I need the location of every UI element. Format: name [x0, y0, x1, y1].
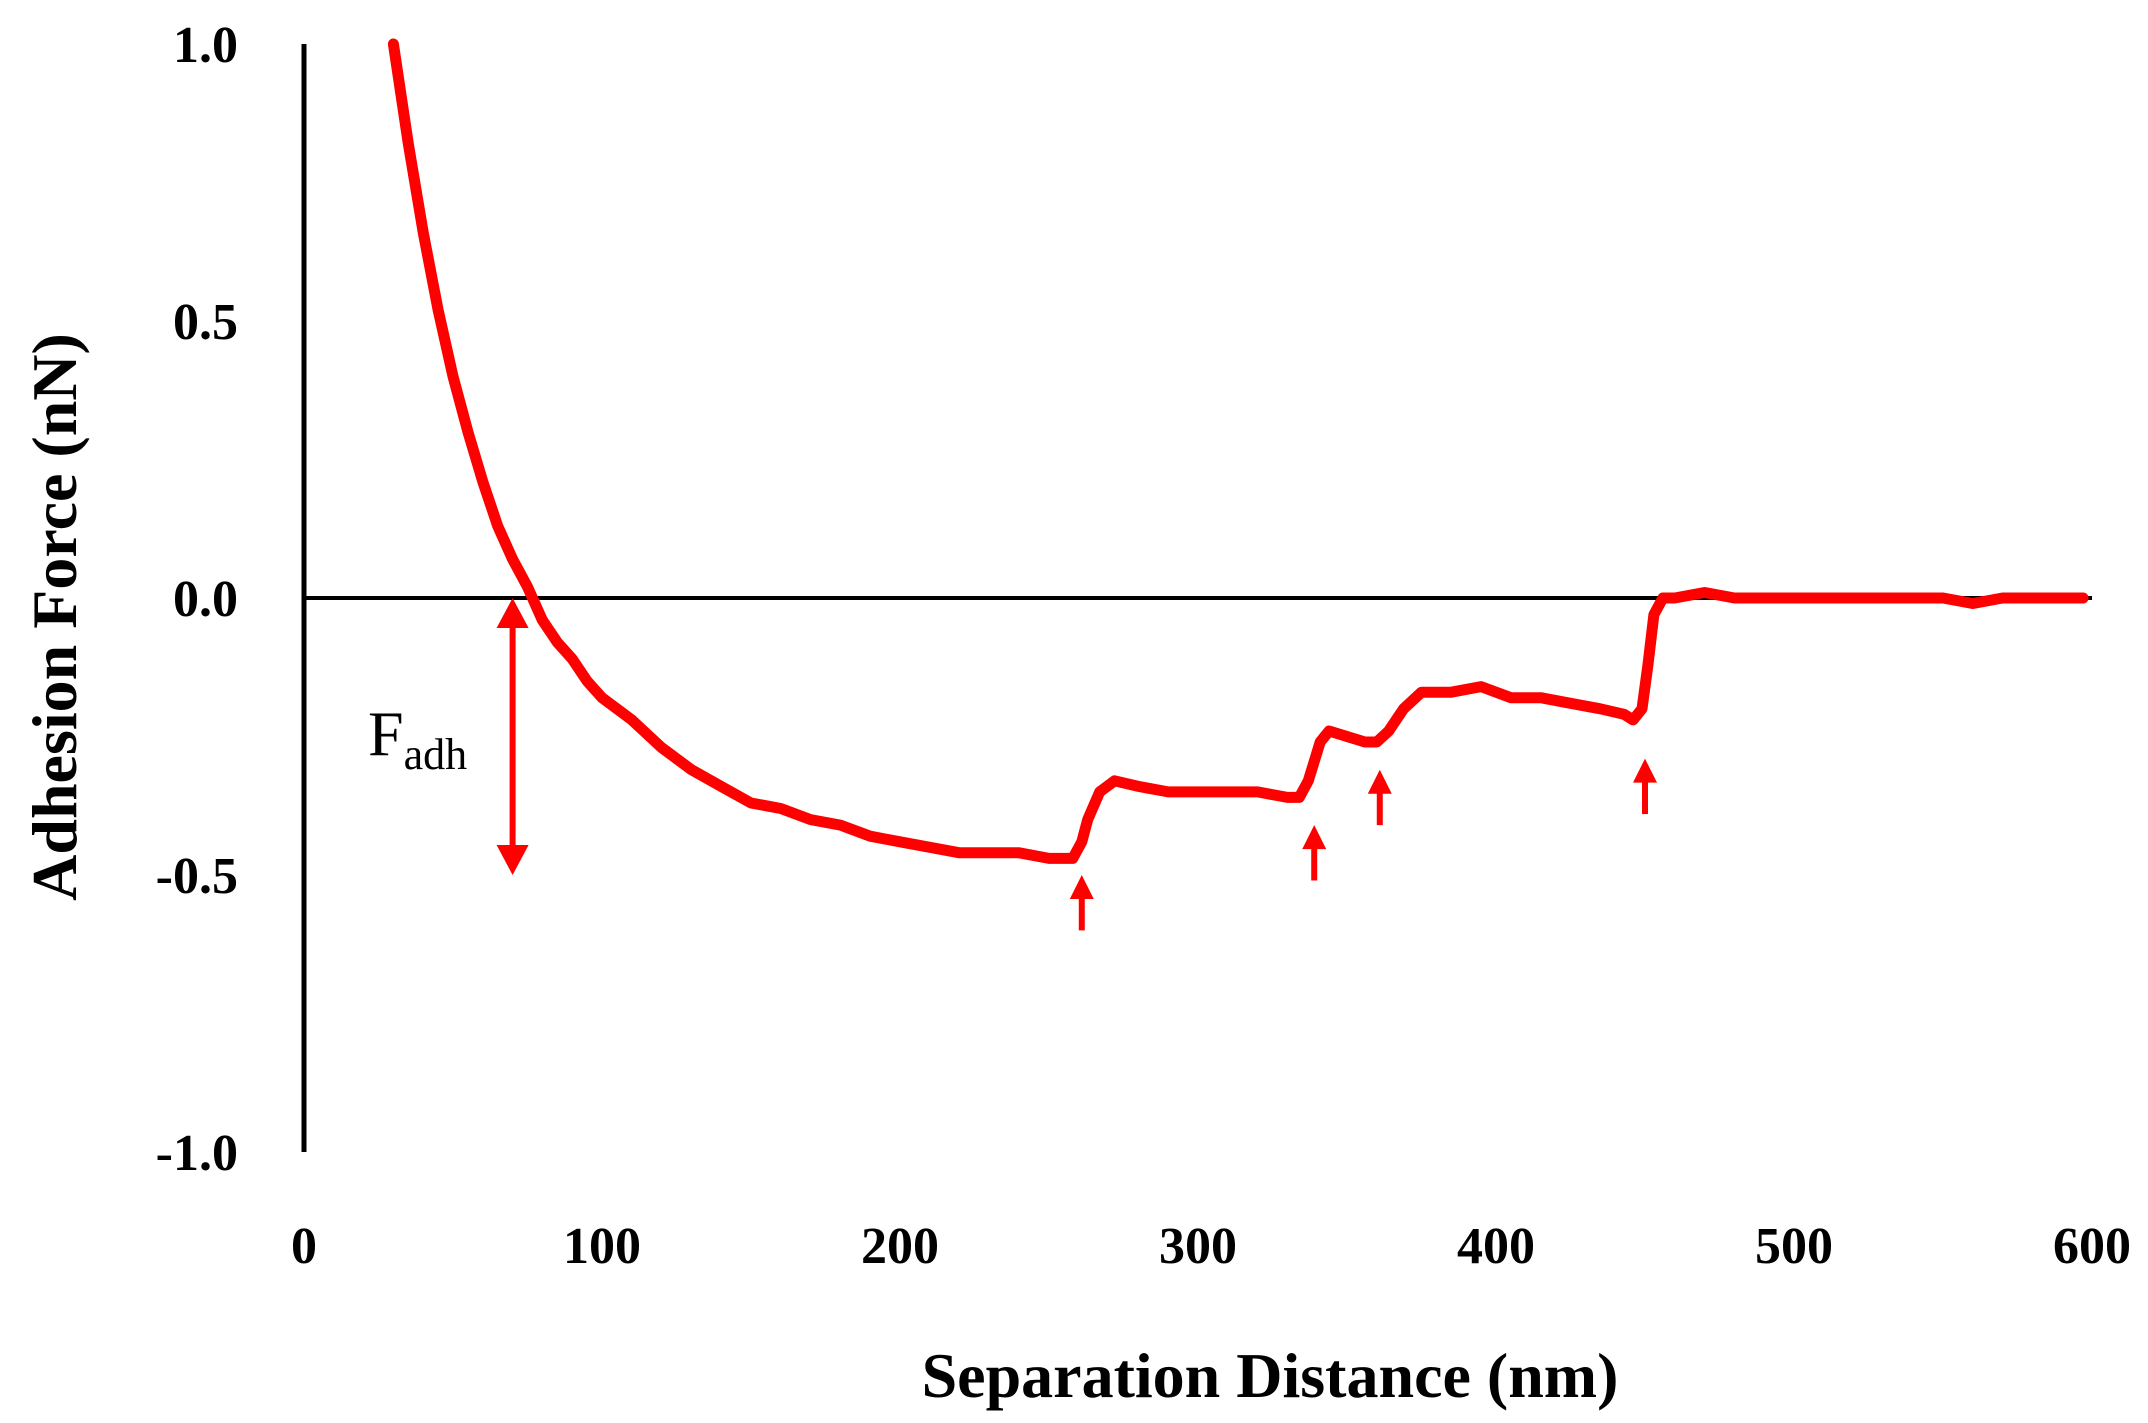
fadh-arrow-head-top	[496, 598, 529, 628]
y-tick-label: 1.0	[173, 17, 238, 74]
y-tick-label: -1.0	[156, 1125, 238, 1182]
rupture-arrow-head	[1633, 758, 1657, 783]
x-axis-title: Separation Distance (nm)	[922, 1340, 1619, 1411]
series-line	[387, 38, 2089, 864]
rupture-arrow-head	[1367, 769, 1392, 794]
fadh-label-main: F	[368, 698, 404, 769]
x-tick-label: 300	[1159, 1218, 1237, 1275]
x-tick-label: 100	[563, 1218, 641, 1275]
y-tick-label: 0.5	[173, 294, 238, 351]
annotations	[496, 598, 1657, 931]
series-layer	[387, 38, 2089, 864]
rupture-arrow-head	[1302, 825, 1327, 850]
fadh-label-sub: adh	[404, 730, 468, 779]
fadh-arrow-head-bottom	[496, 845, 529, 875]
x-tick-label: 600	[2053, 1218, 2131, 1275]
y-tick-label: 0.0	[173, 571, 238, 628]
y-tick-label: -0.5	[156, 848, 238, 905]
tick-labels: 1.0 0.5 0.0 -0.5 -1.0 0 100 200 300 400 500 600	[156, 17, 2131, 1275]
x-tick-label: 500	[1755, 1218, 1833, 1275]
rupture-arrow-head	[1069, 875, 1094, 899]
y-axis-title: Adhesion Force (nN)	[19, 333, 90, 901]
x-tick-label: 0	[291, 1218, 317, 1275]
fadh-label: Fadh	[368, 698, 467, 779]
x-tick-label: 200	[861, 1218, 939, 1275]
x-tick-label: 400	[1457, 1218, 1535, 1275]
